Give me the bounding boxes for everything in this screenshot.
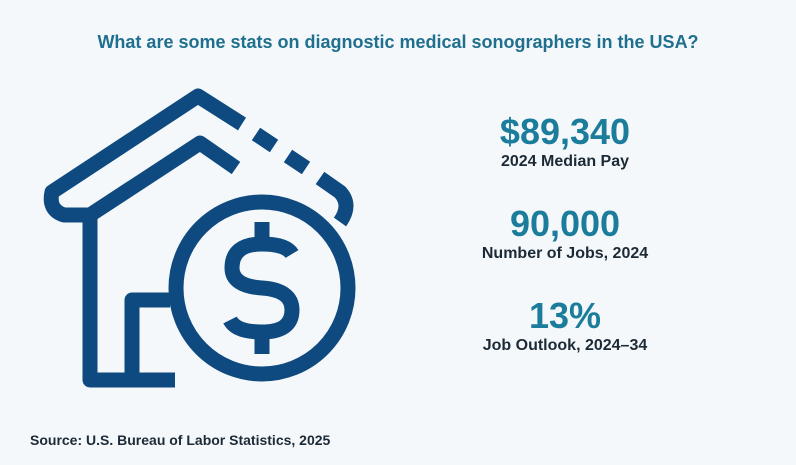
- stat-label: Job Outlook, 2024–34: [482, 337, 648, 354]
- stat: 90,000 Number of Jobs, 2024: [445, 204, 685, 296]
- title: What are some stats on diagnostic medica…: [97, 32, 699, 52]
- source: Source: U.S. Bureau of Labor Statistics,…: [30, 432, 331, 448]
- stat: 13% Job Outlook, 2024–34: [445, 296, 685, 388]
- stat: $89,340 2024 Median Pay: [445, 112, 685, 204]
- stat-value: 13%: [528, 295, 602, 336]
- house-dollar-icon: [43, 88, 356, 388]
- stat-label: Number of Jobs, 2024: [481, 245, 649, 262]
- stat-label: 2024 Median Pay: [500, 153, 630, 170]
- stat-value: 90,000: [509, 203, 621, 244]
- stat-value: $89,340: [499, 111, 631, 152]
- stats: $89,340 2024 Median Pay 90,000 Number of Jo…: [445, 112, 685, 388]
